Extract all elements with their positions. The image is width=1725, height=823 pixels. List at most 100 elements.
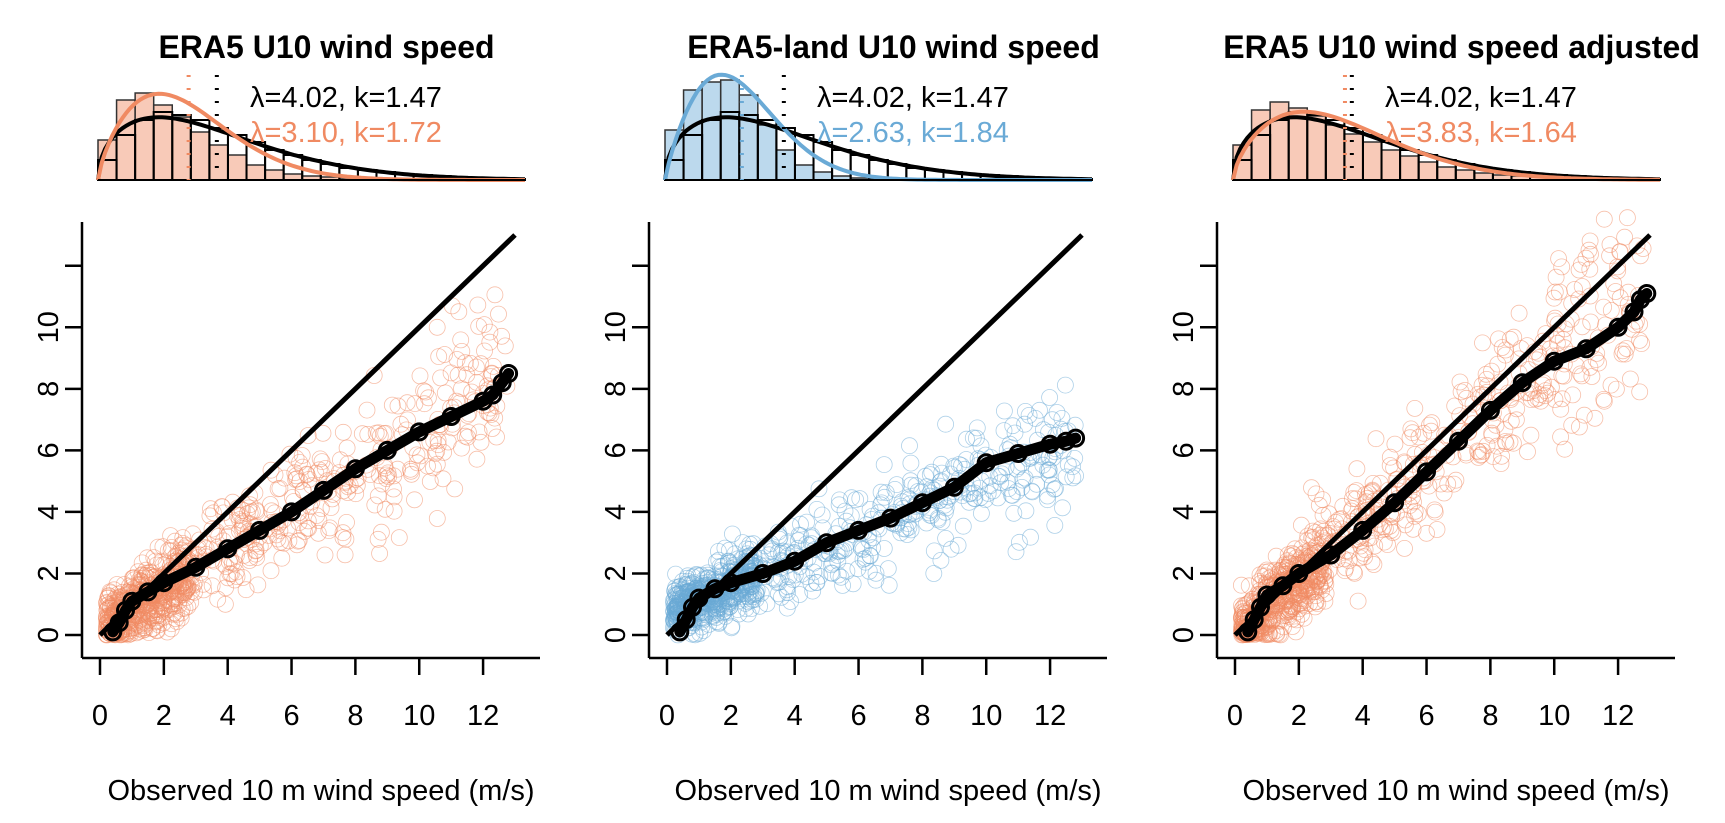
qq-point [1608,317,1628,337]
scatter-point [739,605,757,623]
scatter-point [470,423,488,441]
qq-point [282,502,301,522]
scatter-point [1581,287,1599,305]
histogram-inset: λ=4.02, k=1.47λ=3.10, k=1.72 [96,75,527,182]
scatter-point [843,489,861,507]
histogram-model-bar [1399,155,1420,181]
scatter-point [1616,228,1634,246]
qq-point [1512,373,1532,393]
histogram-model-bar [1306,115,1327,181]
scatter-point [1041,389,1059,406]
qq-point [849,520,868,540]
x-tick-label: 8 [347,700,363,732]
qq-point [817,533,837,553]
scatter-point [1595,392,1613,410]
scatter-point [1537,325,1555,343]
weibull-model-label: λ=2.63, k=1.84 [817,117,1009,149]
scatter-point [1404,520,1422,538]
scatter-point [1360,485,1378,503]
scatter-plot: 0 2 4 6 8 10 12 0 2 4 6 8 10 Observed 10 m wind speed… [1168,209,1675,807]
scatter-point [322,499,340,517]
scatter-point [667,565,684,583]
scatter-point [172,604,190,622]
scatter-point [1595,210,1613,228]
scatter-point [129,563,147,581]
scatter-point [105,592,122,610]
scatter-point [1595,390,1613,408]
scatter-point [1317,585,1335,602]
y-tick-label: 8 [1168,381,1200,397]
scatter-point [300,520,318,537]
scatter-point [1309,595,1327,612]
scatter-point [886,480,904,498]
scatter-point [1478,370,1496,388]
scatter-point [1491,373,1509,391]
x-tick-label: 6 [283,700,299,732]
scatter-point [446,480,464,498]
scatter-point [1418,524,1435,542]
scatter-point [467,358,485,376]
scatter-point [496,337,514,355]
scatter-point [875,456,893,474]
scatter-point [1346,564,1364,582]
identity-line [665,233,1084,637]
weibull-observed-label: λ=4.02, k=1.47 [250,82,442,114]
histogram-model-bar [190,131,211,181]
scatter-point [1483,424,1501,442]
scatter-point [829,566,847,584]
qq-point [753,564,773,583]
histogram-model-bar [794,164,815,181]
qq-point [483,385,503,405]
scatter-point [823,564,841,582]
scatter-point [1618,209,1636,227]
scatter-point [1497,341,1514,359]
scatter-point [832,568,850,586]
scatter-point [1428,521,1446,538]
scatter-point [1299,527,1317,545]
histogram-model-bar [208,144,229,181]
scatter-point [1586,409,1604,427]
scatter-point [138,549,156,567]
qq-point [473,391,493,411]
scatter-point [411,367,429,385]
scatter-point [1542,378,1560,396]
scatter-point [1340,552,1358,570]
scatter-point [1303,479,1320,497]
scatter-point [295,523,313,540]
qq-point [1480,400,1500,420]
scatter-point [1233,576,1250,594]
scatter-point [760,546,778,564]
scatter-point [961,484,979,502]
scatter-point [751,597,769,615]
scatter-point [1553,390,1571,408]
scatter-point [946,459,964,477]
scatter-point [1587,351,1605,369]
scatter-point [366,496,384,514]
scatter-point [1580,241,1598,259]
scatter-point [1343,490,1361,508]
scatter-point [1306,598,1324,616]
scatter-point [334,423,352,441]
scatter-point [1550,283,1568,301]
scatter-point [1553,258,1571,276]
scatter-point [377,466,395,484]
scatter-point [950,456,968,473]
scatter-point [1507,411,1525,429]
scatter-point [472,355,490,373]
panel-3: ERA5 U10 wind speed adjusted λ=4.02, k=1.… [1168,29,1700,807]
qq-point [409,422,429,442]
qq-point [881,508,900,528]
scatter-point [917,467,934,485]
scatter-point [280,532,298,550]
scatter-point [371,545,389,562]
x-tick-label: 12 [467,700,499,732]
scatter-point [683,575,701,592]
scatter-point [247,545,265,563]
scatter-point [338,439,356,457]
scatter-point [1027,461,1045,479]
qq-point [1544,351,1564,371]
scatter-point [1501,330,1519,348]
scatter-point [1043,411,1061,429]
scatter-point [1284,610,1302,628]
scatter-point [1307,485,1325,503]
